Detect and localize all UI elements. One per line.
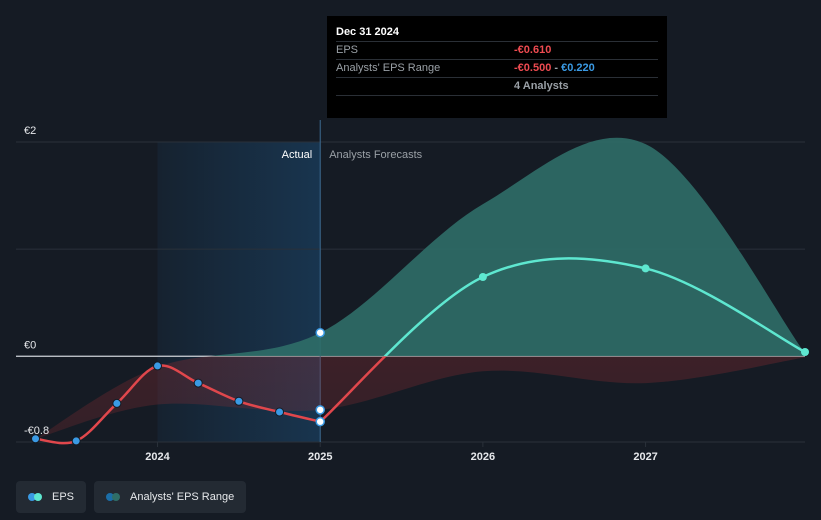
eps-actual-point bbox=[71, 436, 81, 446]
eps-actual-point bbox=[315, 416, 325, 427]
eps-forecast-point bbox=[641, 264, 650, 273]
eps-actual-point bbox=[193, 378, 203, 388]
eps-actual-point bbox=[153, 361, 163, 371]
y-tick-label: -€0.8 bbox=[24, 425, 49, 437]
x-tick-label: 2025 bbox=[308, 451, 332, 463]
eps-forecast-point bbox=[801, 348, 809, 356]
eps-forecast-point bbox=[478, 273, 487, 281]
eps-actual-point bbox=[275, 407, 285, 417]
eps-dots-icon bbox=[28, 493, 44, 501]
range-dots-icon bbox=[106, 493, 122, 501]
x-tick-label: 2026 bbox=[471, 451, 495, 463]
legend-item-range[interactable]: Analysts' EPS Range bbox=[94, 481, 247, 513]
tooltip-range-low: -€0.500 bbox=[514, 62, 552, 74]
eps-forecast-line-positive bbox=[383, 257, 806, 357]
legend-range-label: Analysts' EPS Range bbox=[130, 491, 235, 503]
legend-eps-label: EPS bbox=[52, 491, 75, 503]
tooltip-date: Dec 31 2024 bbox=[336, 26, 399, 38]
actual-label: Actual bbox=[282, 149, 313, 161]
range-band-negative bbox=[35, 356, 805, 439]
y-tick-label: €0 bbox=[24, 339, 36, 351]
range-low-point bbox=[315, 405, 325, 415]
tooltip-range-label: Analysts' EPS Range bbox=[336, 62, 441, 74]
tooltip-analysts: 4 Analysts bbox=[514, 80, 569, 92]
range-high-point bbox=[315, 327, 325, 338]
eps-actual-point bbox=[31, 434, 41, 444]
x-tick-label: 2027 bbox=[633, 451, 657, 463]
range-band-positive bbox=[208, 137, 805, 357]
tooltip-eps-label: EPS bbox=[336, 44, 359, 56]
tooltip-range-separator: - bbox=[551, 62, 562, 74]
x-tick-label: 2024 bbox=[145, 451, 170, 463]
tooltip-eps-value: -€0.610 bbox=[514, 44, 552, 56]
y-tick-label: €2 bbox=[24, 125, 36, 137]
tooltip-range-row: Analysts' EPS Range -€0.500 - €0.220 bbox=[336, 59, 658, 77]
tooltip-range-high: €0.220 bbox=[561, 62, 595, 74]
tooltip-eps-row: EPS -€0.610 bbox=[336, 41, 658, 59]
eps-actual-point bbox=[112, 398, 122, 408]
tooltip: Dec 31 2024 EPS -€0.610 Analysts' EPS Ra… bbox=[327, 16, 667, 118]
eps-actual-point bbox=[234, 396, 244, 406]
legend: EPS Analysts' EPS Range bbox=[16, 481, 247, 513]
tooltip-analysts-row: 4 Analysts bbox=[336, 77, 658, 96]
legend-item-eps[interactable]: EPS bbox=[16, 481, 87, 513]
forecast-label: Analysts Forecasts bbox=[329, 149, 422, 161]
tooltip-range-value: -€0.500 - €0.220 bbox=[514, 60, 595, 77]
